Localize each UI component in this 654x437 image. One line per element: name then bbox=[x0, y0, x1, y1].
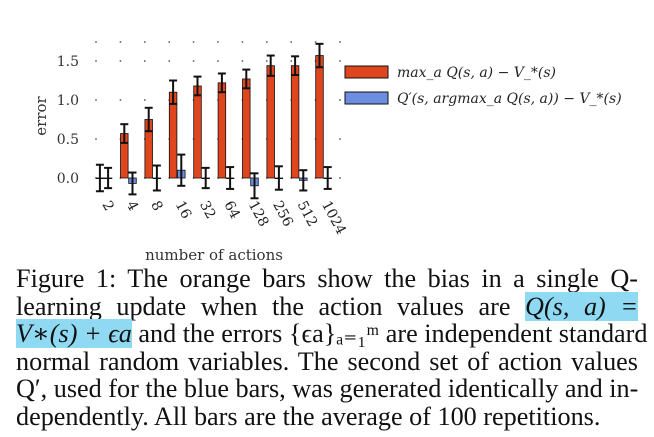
grid-dot bbox=[217, 60, 219, 62]
caption-line: Figure 1: The orange bars show the bias … bbox=[16, 264, 638, 293]
highlighted-equation: V∗(s) + ϵa bbox=[16, 319, 132, 348]
y-tick-label: 0.5 bbox=[57, 132, 79, 148]
y-tick-label: 1.5 bbox=[57, 54, 79, 70]
orange-bar bbox=[290, 65, 300, 179]
grid-dot bbox=[339, 138, 341, 140]
bars bbox=[95, 42, 332, 200]
grid-dots bbox=[95, 41, 341, 179]
grid-dot bbox=[265, 60, 268, 62]
grid-dot bbox=[119, 99, 122, 101]
grid-dot bbox=[217, 41, 219, 43]
grid-dot bbox=[95, 60, 97, 62]
grid-dot bbox=[339, 41, 341, 43]
grid-dot bbox=[95, 41, 97, 43]
grid-dot bbox=[168, 41, 171, 43]
y-axis-label: error bbox=[32, 95, 50, 135]
grid-dot bbox=[241, 60, 244, 62]
grid-dot bbox=[119, 41, 122, 43]
caption-line: learning update when the action values a… bbox=[16, 291, 638, 321]
caption-text: learning update when the action values a… bbox=[16, 291, 526, 321]
caption-line: Q′, used for the blue bars, was generate… bbox=[16, 374, 639, 403]
grid-dot bbox=[339, 177, 341, 179]
grid-dot bbox=[290, 60, 293, 62]
x-tick-label: 128 bbox=[245, 198, 272, 229]
legend-label-blue: Q′(s, argmax_a Q(s, a)) − V_*(s) bbox=[397, 91, 622, 107]
y-tick-labels: 0.0 0.5 1.0 1.5 bbox=[57, 54, 79, 187]
legend: max_a Q(s, a) − V_*(s) Q′(s, argmax_a Q(… bbox=[344, 65, 622, 107]
orange-bar bbox=[266, 65, 275, 179]
legend-label-orange: max_a Q(s, a) − V_*(s) bbox=[397, 65, 556, 81]
highlighted-equation: Q(s, a) = bbox=[525, 291, 638, 321]
x-axis-label: number of actions bbox=[145, 246, 283, 264]
orange-bar bbox=[193, 85, 202, 179]
caption-line: dependently. All bars are the average of… bbox=[16, 401, 601, 431]
caption-line: V∗(s) + ϵa and the errors {ϵa}ₐ₌₁ᵐ are i… bbox=[16, 319, 648, 348]
grid-dot bbox=[290, 41, 293, 43]
grid-dot bbox=[95, 138, 97, 140]
legend-swatch-blue bbox=[344, 91, 389, 105]
orange-bar bbox=[217, 82, 227, 179]
x-tick-label: 256 bbox=[269, 198, 296, 229]
legend-swatch-orange bbox=[344, 65, 389, 79]
caption-line: normal random variables. The second set … bbox=[16, 346, 638, 376]
grid-dot bbox=[192, 60, 195, 62]
figure-caption: Figure 1: The orange bars show the bias … bbox=[16, 264, 648, 431]
grid-dot bbox=[143, 60, 146, 62]
caption-text: and the errors {ϵa}ₐ₌₁ᵐ are independent … bbox=[131, 319, 648, 348]
grid-dot bbox=[314, 41, 317, 43]
x-tick-label: 2 bbox=[98, 198, 116, 213]
x-tick-label: 8 bbox=[147, 198, 165, 213]
x-tick-label: 1024 bbox=[318, 198, 349, 237]
grid-dot bbox=[95, 99, 97, 101]
grid-dot bbox=[119, 60, 122, 62]
grid-dot bbox=[265, 41, 268, 43]
orange-bar bbox=[315, 55, 324, 179]
grid-dot bbox=[241, 41, 244, 43]
x-tick-label: 16 bbox=[172, 198, 195, 221]
grid-dot bbox=[339, 99, 341, 101]
grid-dot bbox=[143, 41, 146, 43]
orange-bar bbox=[242, 78, 251, 179]
x-tick-label: 64 bbox=[220, 198, 243, 221]
grid-dot bbox=[143, 99, 146, 101]
grid-dot bbox=[339, 60, 341, 62]
x-tick-label: 512 bbox=[294, 198, 321, 229]
x-tick-label: 32 bbox=[196, 198, 218, 221]
grid-dot bbox=[168, 60, 171, 62]
x-tick-label: 4 bbox=[123, 198, 141, 213]
y-tick-label: 0.0 bbox=[57, 171, 79, 187]
grid-dot bbox=[192, 41, 195, 43]
orange-bar bbox=[168, 91, 178, 179]
y-tick-label: 1.0 bbox=[57, 93, 79, 109]
